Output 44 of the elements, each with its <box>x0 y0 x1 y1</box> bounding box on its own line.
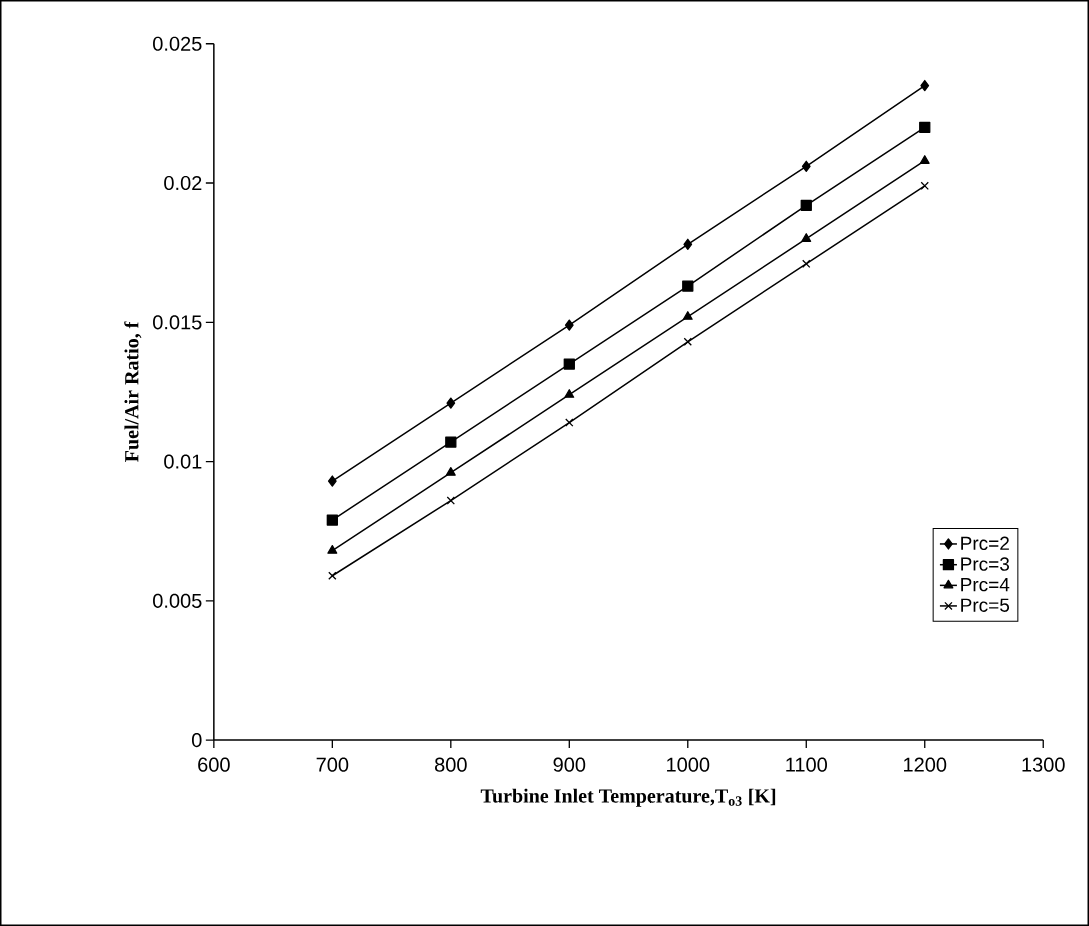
y-tick-label: 0.025 <box>153 36 202 51</box>
point <box>446 496 455 505</box>
point <box>445 467 456 476</box>
point <box>327 545 338 554</box>
point <box>445 436 457 448</box>
x-tick-label: 1100 <box>786 757 827 772</box>
point <box>563 358 575 370</box>
y-axis-title: Fuel/Air Ratio, f <box>124 321 142 462</box>
x-axis-title: Turbine Inlet Temperature,T$_{o3}$ [K] <box>480 788 776 807</box>
legend-label: Prc=5 <box>961 598 1010 612</box>
point <box>328 571 337 580</box>
y-tick-label: 0.01 <box>164 454 202 469</box>
y-tick-label: 0.02 <box>164 175 202 191</box>
point <box>802 259 811 269</box>
point <box>920 181 929 191</box>
point <box>920 79 930 92</box>
point <box>564 319 574 331</box>
point <box>327 475 337 487</box>
point <box>565 418 574 427</box>
point <box>446 397 456 409</box>
x-tick-label: 800 <box>435 757 467 772</box>
point <box>919 155 930 164</box>
x-tick-label: 1000 <box>667 757 710 772</box>
x-tick-label: 1300 <box>1022 757 1065 772</box>
point <box>682 311 693 320</box>
y-tick-label: 0.015 <box>153 315 202 330</box>
point <box>800 199 812 211</box>
point <box>801 233 812 242</box>
x-tick-label: 600 <box>198 757 230 772</box>
legend-label: Prc=2 <box>961 536 1009 551</box>
y-tick-label: 0.005 <box>153 593 202 608</box>
x-tick-label: 1200 <box>904 757 947 772</box>
point <box>683 238 693 250</box>
legend-label: Prc=3 <box>961 557 1010 571</box>
point <box>682 280 694 292</box>
point <box>683 337 692 347</box>
legend-label: Prc=4 <box>961 578 1010 592</box>
point <box>801 160 811 172</box>
point <box>326 514 338 526</box>
x-tick-label: 700 <box>316 757 349 772</box>
point <box>564 389 575 398</box>
point <box>919 121 931 133</box>
y-tick-label: 0 <box>191 733 202 748</box>
x-tick-label: 900 <box>553 757 586 772</box>
